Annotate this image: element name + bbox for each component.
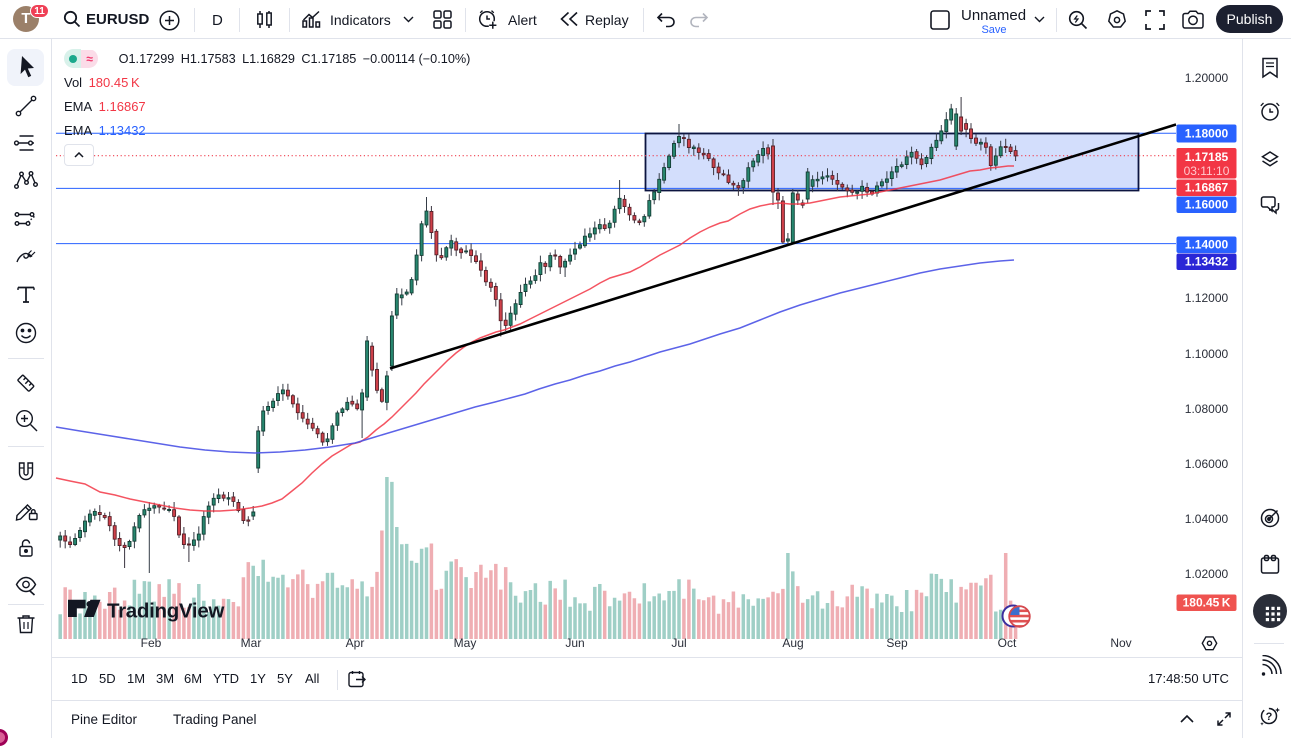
svg-text:1.20000: 1.20000 bbox=[1185, 71, 1229, 85]
svg-text:1.12000: 1.12000 bbox=[1185, 291, 1229, 305]
svg-text:Feb: Feb bbox=[141, 636, 162, 650]
svg-text:Oct: Oct bbox=[998, 636, 1017, 650]
svg-text:1.14000: 1.14000 bbox=[1185, 238, 1229, 252]
svg-text:03:11:10: 03:11:10 bbox=[1184, 164, 1230, 178]
svg-text:?: ? bbox=[1266, 711, 1273, 723]
svg-text:1.04000: 1.04000 bbox=[1185, 512, 1229, 526]
svg-text:1.02000: 1.02000 bbox=[1185, 567, 1229, 581]
svg-text:1.17185: 1.17185 bbox=[1185, 150, 1229, 164]
svg-text:Aug: Aug bbox=[782, 636, 803, 650]
svg-text:Mar: Mar bbox=[241, 636, 262, 650]
svg-text:May: May bbox=[454, 636, 477, 650]
svg-text:1.16000: 1.16000 bbox=[1185, 198, 1229, 212]
svg-text:1.08000: 1.08000 bbox=[1185, 402, 1229, 416]
svg-text:Nov: Nov bbox=[1110, 636, 1131, 650]
svg-text:1.10000: 1.10000 bbox=[1185, 347, 1229, 361]
svg-text:1.16867: 1.16867 bbox=[1185, 181, 1229, 195]
svg-text:Sep: Sep bbox=[886, 636, 908, 650]
svg-text:180.45 K: 180.45 K bbox=[1183, 596, 1231, 610]
svg-text:Jun: Jun bbox=[565, 636, 584, 650]
svg-text:Apr: Apr bbox=[346, 636, 365, 650]
svg-text:1.06000: 1.06000 bbox=[1185, 457, 1229, 471]
svg-text:TradingView: TradingView bbox=[107, 600, 224, 623]
svg-text:1.13432: 1.13432 bbox=[1185, 255, 1229, 269]
svg-text:1.18000: 1.18000 bbox=[1185, 127, 1229, 141]
svg-text:Jul: Jul bbox=[671, 636, 686, 650]
